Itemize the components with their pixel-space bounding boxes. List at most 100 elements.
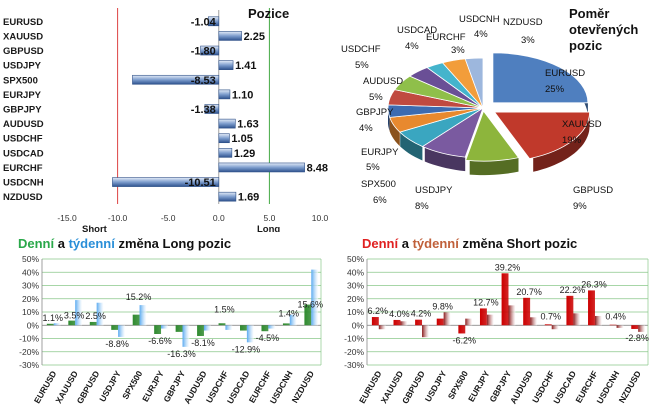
category-label: EURCHF — [3, 163, 43, 174]
data-label: 9.8% — [432, 301, 453, 311]
data-label: 2.5% — [85, 311, 106, 321]
daily-bar — [415, 319, 423, 326]
y-tick-label: 20% — [347, 294, 364, 304]
chart-title: Denní a týdenní změna Long pozic — [18, 236, 231, 251]
daily-bar — [566, 295, 574, 326]
daily-bar — [631, 325, 639, 329]
daily-bar — [261, 325, 269, 332]
data-label: -8.8% — [105, 339, 129, 349]
pie-slice — [492, 52, 589, 104]
y-tick-label: 30% — [22, 281, 39, 291]
data-label: 22.2% — [560, 285, 586, 295]
daily-bar — [132, 314, 140, 326]
data-label: 1.5% — [214, 304, 235, 314]
daily-bar — [240, 325, 247, 331]
pie-slice — [464, 57, 484, 109]
value-label: -10.51 — [185, 177, 216, 189]
daily-bar — [588, 290, 595, 326]
data-label: 1.1% — [42, 313, 63, 323]
data-label: -8.1% — [191, 338, 215, 348]
pie-slice-label: XAUUSD — [562, 119, 602, 130]
value-label: 1.29 — [234, 148, 255, 160]
pie-slice-label: USDCAD — [397, 25, 437, 36]
short-change-chart: Denní a týdenní změna Short pozic 50% 40% 3… — [344, 236, 649, 406]
daily-bar — [154, 325, 162, 334]
title-part: změna Long pozic — [115, 236, 231, 251]
position-bar — [218, 191, 237, 202]
pie-slice-label: USDJPY — [415, 185, 453, 196]
data-label: -16.3% — [167, 349, 196, 359]
daily-bar — [89, 321, 97, 326]
weekly-bar — [443, 312, 451, 326]
x-tick-label: 0.0 — [213, 213, 225, 223]
category-label: USDJPY — [3, 61, 42, 72]
weekly-bar — [616, 325, 624, 328]
value-label: 1.69 — [238, 192, 259, 204]
data-label: -4.5% — [256, 333, 280, 343]
weekly-bar — [118, 325, 125, 337]
value-label: 2.25 — [244, 31, 265, 43]
weekly-bar — [638, 325, 646, 332]
data-label: 15.2% — [126, 292, 152, 302]
title-part: a — [398, 236, 412, 251]
daily-bar — [197, 325, 204, 336]
value-label: -8.53 — [191, 75, 216, 87]
category-label: USDCHF — [3, 134, 43, 145]
daily-bar — [458, 325, 466, 334]
category-label: SPX500 — [3, 75, 38, 86]
position-bar — [218, 118, 236, 129]
value-label: 1.63 — [237, 119, 258, 131]
position-bar — [132, 74, 220, 85]
daily-bar — [479, 308, 487, 326]
daily-bar — [218, 323, 226, 326]
y-tick-label: -30% — [19, 360, 39, 370]
data-label: 12.7% — [473, 297, 499, 307]
value-label: -1.38 — [191, 104, 216, 116]
pie-slice-percent: 4% — [405, 41, 419, 52]
weekly-bar — [465, 318, 473, 326]
pie-slice-label: EURCHF — [426, 32, 466, 43]
y-tick-label: -20% — [344, 347, 364, 357]
y-tick-label: -30% — [344, 360, 364, 370]
data-label: 3.5% — [64, 311, 85, 321]
title-part: Denní — [18, 236, 55, 251]
pie-slice-side — [389, 117, 400, 147]
y-tick-label: -20% — [19, 347, 39, 357]
title-part: změna Short pozic — [459, 236, 577, 251]
chart-title-line: pozic — [569, 38, 602, 53]
weekly-bar — [422, 325, 429, 338]
data-label: 20.7% — [516, 287, 542, 297]
daily-bar — [501, 273, 509, 326]
weekly-bar — [96, 302, 104, 326]
y-tick-label: 10% — [347, 307, 364, 317]
category-label: EURJPY — [3, 90, 42, 101]
pie-slice-percent: 19% — [562, 135, 582, 146]
pie-slice-percent: 25% — [545, 84, 565, 95]
long-change-chart: Denní a týdenní změna Long pozic 50% 40% 30… — [18, 236, 323, 406]
data-label: 0.4% — [605, 312, 626, 322]
chart-title: Pozice — [248, 6, 289, 21]
weekly-bar — [225, 325, 233, 330]
weekly-bar — [182, 325, 190, 347]
pie-slice-label: USDCHF — [341, 44, 381, 55]
weekly-bar — [53, 323, 61, 326]
x-tick-label: 10.0 — [312, 213, 329, 223]
pie-slice-label: GBPUSD — [573, 185, 613, 196]
pie-slice-percent: 6% — [373, 195, 387, 206]
pie-slice-percent: 3% — [451, 45, 465, 56]
chart-title-line: otevřených — [569, 22, 638, 37]
title-part: Denní — [362, 236, 399, 251]
daily-bar — [282, 323, 290, 326]
weekly-bar — [530, 317, 538, 326]
y-tick-label: 0% — [27, 320, 40, 330]
position-bar — [112, 177, 220, 187]
position-bar — [204, 104, 220, 114]
pie-slice-label: EURUSD — [545, 68, 585, 79]
chart-title-line: Poměr — [569, 6, 609, 21]
weekly-bar — [311, 269, 319, 326]
value-label: -1.04 — [191, 16, 217, 28]
value-label: -1.80 — [191, 46, 216, 58]
weekly-bar — [161, 325, 168, 329]
position-bar — [218, 89, 231, 100]
pie-slice-side — [400, 132, 423, 161]
